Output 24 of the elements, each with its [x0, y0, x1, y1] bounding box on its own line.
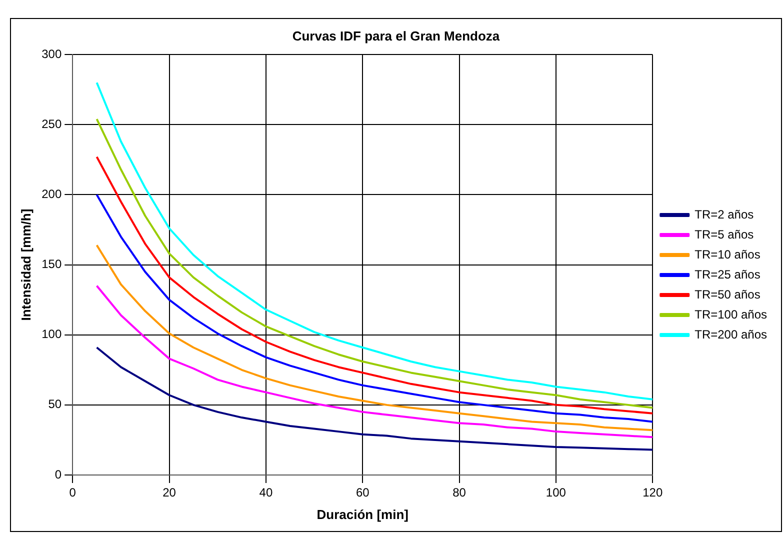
y-tick-label: 250 — [42, 116, 62, 131]
y-tick-label: 0 — [54, 467, 62, 482]
y-tick-label: 50 — [48, 397, 62, 412]
legend-label: TR=2 años — [694, 207, 754, 222]
legend-label: TR=200 años — [694, 327, 768, 342]
y-tick-label: 200 — [42, 187, 62, 202]
x-tick-label: 40 — [259, 486, 273, 500]
y-tick-label: 300 — [42, 46, 62, 61]
legend-label: TR=10 años — [694, 247, 760, 262]
x-tick-label: 20 — [162, 486, 176, 500]
x-tick-label: 120 — [642, 486, 663, 500]
x-tick-label: 80 — [452, 486, 466, 500]
x-tick-label: 60 — [356, 486, 370, 500]
legend-label: TR=25 años — [694, 267, 760, 282]
legend-label: TR=50 años — [694, 287, 760, 302]
x-tick-label: 0 — [69, 486, 76, 500]
y-axis-title: Intensidad [mm/h] — [18, 208, 34, 321]
legend-label: TR=100 años — [694, 307, 768, 322]
x-axis-title: Duración [min] — [316, 506, 408, 522]
x-tick-label: 100 — [546, 486, 566, 500]
y-tick-label: 100 — [42, 327, 62, 342]
y-tick-label: 150 — [42, 257, 62, 272]
legend-label: TR=5 años — [694, 227, 754, 242]
chart-title: Curvas IDF para el Gran Mendoza — [292, 28, 500, 44]
